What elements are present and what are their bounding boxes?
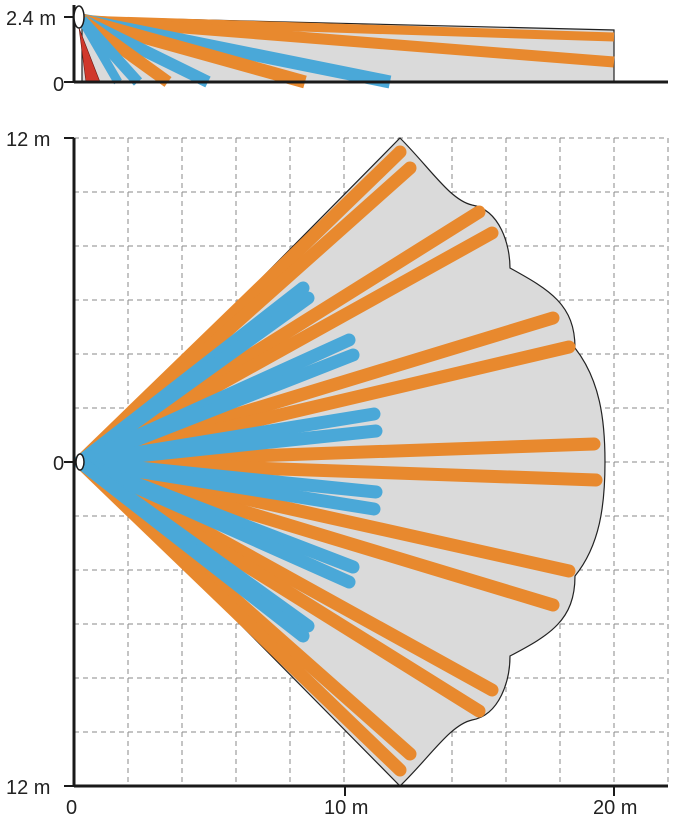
side-view: 2.4 m 0 (6, 5, 668, 96)
top-view-coverage-area (79, 137, 606, 787)
x-axis-label-20m: 20 m (593, 797, 637, 819)
detector-top-icon (75, 453, 85, 471)
detector-icon (73, 5, 85, 29)
top-view-beams (73, 145, 603, 777)
top-view-y-top-label: 12 m (6, 129, 50, 151)
x-axis-label-0: 0 (66, 797, 77, 819)
side-view-height-label: 2.4 m (6, 8, 56, 30)
side-view-floor-label: 0 (53, 74, 64, 96)
side-view-beams (77, 13, 615, 89)
mid-range-beam (73, 348, 360, 469)
top-view: 12 m 0 12 m 0 10 m 20 m (6, 129, 669, 819)
mid-range-beam (73, 455, 356, 589)
mid-range-beam (73, 291, 315, 469)
x-axis-label-10m: 10 m (324, 797, 368, 819)
mid-range-beam (73, 424, 383, 469)
top-view-y-bottom-label: 12 m (6, 777, 50, 799)
mid-range-beam (73, 455, 381, 516)
long-range-beam (73, 455, 407, 777)
side-long-range-beam (81, 14, 615, 68)
top-view-y-mid-label: 0 (53, 453, 64, 475)
side-mid-range-beam (78, 17, 122, 85)
side-long-range-beam (80, 13, 307, 89)
mid-range-beam (73, 455, 310, 643)
